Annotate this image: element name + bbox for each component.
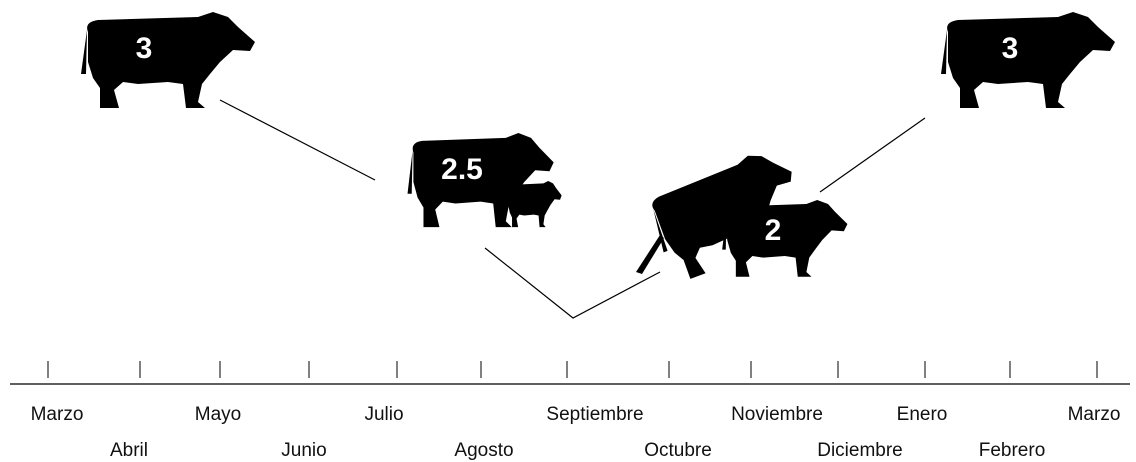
diagram: 3 2.5 2 3 Marzo Abril Mayo Junio Julio Agosto…: [0, 0, 1136, 462]
month-label: Mayo: [195, 404, 241, 425]
score-label: 3: [1002, 32, 1019, 65]
month-label: Marzo: [31, 404, 84, 425]
month-label: Diciembre: [817, 440, 903, 461]
cow-with-calf-icon: 2.5: [408, 133, 562, 227]
cow-icon: 3: [941, 12, 1115, 108]
month-label: Junio: [281, 440, 326, 461]
cow-icon: 3: [81, 12, 255, 108]
connector: [220, 100, 375, 180]
month-label: Abril: [110, 440, 148, 461]
month-label: Agosto: [454, 440, 513, 461]
score-label: 2.5: [441, 153, 483, 186]
connector: [820, 118, 925, 192]
mating-cows-icon: 2: [636, 144, 847, 285]
month-label: Julio: [364, 404, 403, 425]
month-axis: Marzo Abril Mayo Junio Julio Agosto Septiembre…: [31, 361, 1121, 461]
month-label: Marzo: [1068, 404, 1121, 425]
score-label: 3: [136, 32, 153, 65]
month-label: Febrero: [979, 440, 1046, 461]
month-label: Octubre: [644, 440, 712, 461]
connector: [485, 248, 660, 318]
month-label: Noviembre: [731, 404, 823, 425]
month-label: Septiembre: [546, 404, 643, 425]
month-label: Enero: [897, 404, 948, 425]
score-label: 2: [765, 214, 782, 247]
